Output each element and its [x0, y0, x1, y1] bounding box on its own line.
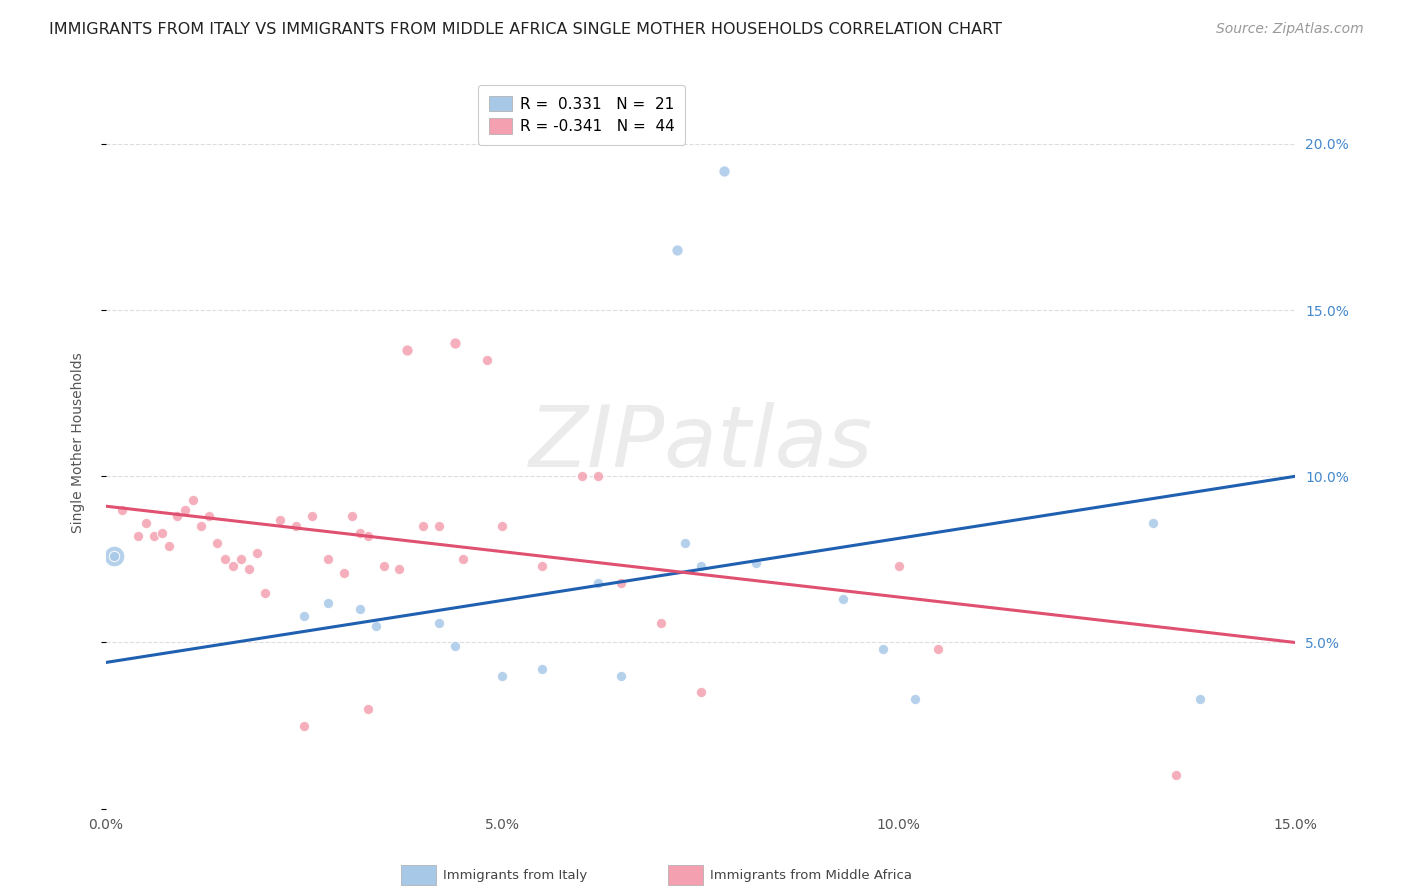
Point [1189, 692, 1212, 706]
Point [586, 575, 609, 590]
Point [292, 718, 315, 732]
Point [491, 669, 513, 683]
Point [166, 509, 188, 524]
Point [357, 529, 380, 543]
Point [475, 353, 498, 368]
Point [253, 585, 276, 599]
Point [396, 343, 419, 357]
Point [214, 552, 236, 566]
Text: IMMIGRANTS FROM ITALY VS IMMIGRANTS FROM MIDDLE AFRICA SINGLE MOTHER HOUSEHOLDS : IMMIGRANTS FROM ITALY VS IMMIGRANTS FROM… [49, 22, 1002, 37]
Point [586, 469, 609, 483]
Point [427, 519, 450, 533]
Point [444, 336, 467, 351]
Point [927, 642, 949, 657]
Point [103, 549, 125, 563]
Point [103, 549, 125, 563]
Point [316, 596, 339, 610]
Point [1142, 516, 1164, 530]
Y-axis label: Single Mother Households: Single Mother Households [72, 352, 86, 533]
Point [373, 559, 395, 574]
Point [333, 566, 356, 580]
Point [269, 512, 291, 526]
Point [292, 608, 315, 623]
Point [159, 539, 181, 553]
Point [111, 502, 134, 516]
Point [135, 516, 157, 530]
Legend: R =  0.331   N =  21, R = -0.341   N =  44: R = 0.331 N = 21, R = -0.341 N = 44 [478, 85, 685, 145]
Point [673, 535, 696, 549]
Text: Immigrants from Middle Africa: Immigrants from Middle Africa [710, 869, 912, 881]
Point [349, 602, 371, 616]
Point [246, 546, 269, 560]
Point [388, 562, 411, 576]
Point [229, 552, 252, 566]
Point [142, 529, 165, 543]
Point [340, 509, 363, 524]
Point [150, 525, 173, 540]
Point [665, 244, 688, 258]
Point [198, 509, 221, 524]
Point [610, 669, 633, 683]
Point [181, 492, 204, 507]
Point [285, 519, 308, 533]
Point [412, 519, 434, 533]
Point [316, 552, 339, 566]
Point [531, 662, 554, 676]
Point [1166, 768, 1188, 782]
Point [491, 519, 513, 533]
Point [349, 525, 371, 540]
Text: Source: ZipAtlas.com: Source: ZipAtlas.com [1216, 22, 1364, 37]
Point [451, 552, 474, 566]
Point [689, 559, 711, 574]
Point [190, 519, 212, 533]
Point [745, 556, 768, 570]
Point [444, 639, 467, 653]
Point [650, 615, 672, 630]
Point [205, 535, 228, 549]
Point [357, 702, 380, 716]
Point [610, 575, 633, 590]
Point [571, 469, 593, 483]
Point [427, 615, 450, 630]
Point [127, 529, 149, 543]
Point [872, 642, 894, 657]
Point [222, 559, 245, 574]
Point [364, 619, 387, 633]
Point [689, 685, 711, 699]
Point [301, 509, 323, 524]
Point [713, 163, 735, 178]
Point [174, 502, 197, 516]
Point [832, 592, 855, 607]
Text: ZIPatlas: ZIPatlas [529, 401, 873, 484]
Text: Immigrants from Italy: Immigrants from Italy [443, 869, 588, 881]
Point [531, 559, 554, 574]
Point [238, 562, 260, 576]
Point [887, 559, 910, 574]
Point [904, 692, 927, 706]
